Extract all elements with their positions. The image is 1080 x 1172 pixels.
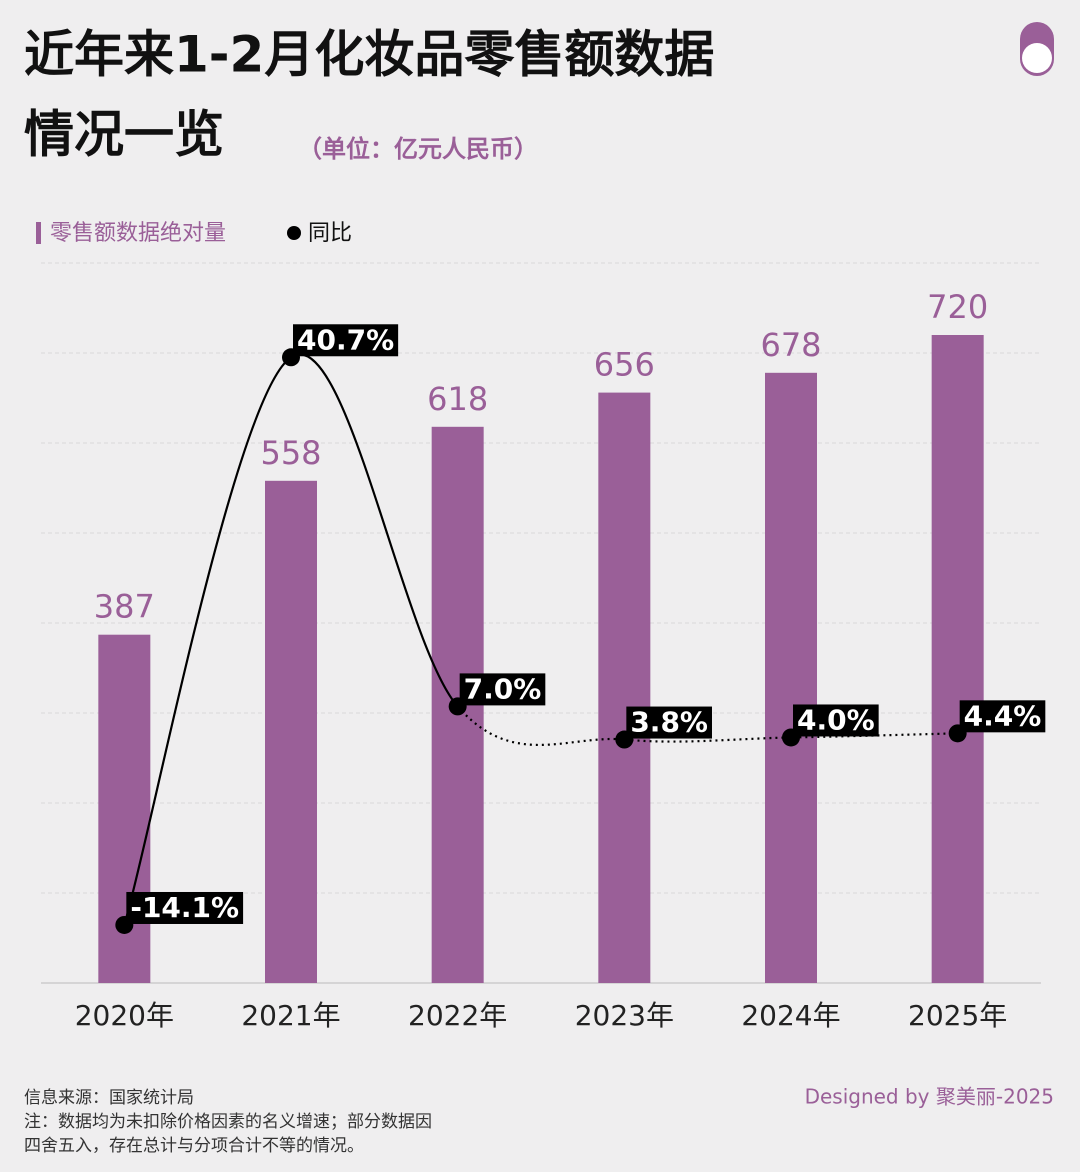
bar-value-label: 720	[927, 288, 988, 326]
line-value-label: 7.0%	[464, 672, 542, 705]
bar-value-label: 558	[260, 434, 321, 472]
line-value-label: 4.0%	[797, 703, 875, 736]
chart-title-line2: 情况一览	[24, 106, 224, 164]
point-label: 7.0%	[464, 672, 542, 705]
x-tick-label: 2024年	[741, 999, 840, 1032]
x-tick-label: 2025年	[908, 999, 1007, 1032]
point-label: 3.8%	[630, 706, 708, 739]
x-tick-label: 2021年	[241, 999, 340, 1032]
line-value-label: -14.1%	[130, 891, 239, 924]
credit: Designed by 聚美丽-2025	[805, 1085, 1054, 1109]
logo	[1020, 22, 1054, 76]
point-label: -14.1%	[130, 891, 239, 924]
legend-label: 零售额数据绝对量	[50, 221, 226, 246]
bar	[931, 335, 984, 983]
bar	[265, 480, 317, 983]
bar-value-label: 656	[594, 346, 655, 384]
legend: 零售额数据绝对量 同比	[36, 221, 352, 246]
x-tick-label: 2023年	[575, 999, 674, 1032]
legend-swatch	[287, 226, 301, 240]
point-label: 40.7%	[297, 323, 394, 356]
bar	[765, 372, 817, 983]
chart-title: 近年来1-2月化妆品零售额数据	[24, 26, 714, 84]
legend-swatch	[36, 222, 41, 244]
x-tick-label: 2020年	[75, 999, 174, 1032]
label-box	[293, 324, 399, 357]
bar-value-label: 678	[760, 326, 821, 364]
bar-value-label: 387	[94, 588, 155, 626]
label-box	[959, 700, 1046, 733]
line-value-label: 4.4%	[964, 699, 1042, 732]
line-value-label: 3.8%	[630, 706, 708, 739]
x-tick-label: 2022年	[408, 999, 507, 1032]
bar-value-label: 618	[427, 380, 488, 418]
label-box	[793, 704, 879, 737]
chart-subtitle: （单位：亿元人民币）	[298, 135, 538, 163]
line-value-label: 40.7%	[297, 323, 394, 356]
note: 注：数据均为未扣除价格因素的名义增速；部分数据因	[24, 1112, 432, 1132]
point-label: 4.0%	[797, 703, 875, 736]
label-box	[126, 891, 244, 924]
label-box	[459, 673, 546, 706]
bar	[598, 392, 651, 984]
point-label: 4.4%	[964, 699, 1042, 732]
source: 信息来源：国家统计局	[24, 1088, 194, 1108]
label-box	[626, 706, 712, 739]
note: 四舍五入，存在总计与分项合计不等的情况。	[24, 1136, 364, 1156]
legend-label: 同比	[308, 221, 352, 246]
